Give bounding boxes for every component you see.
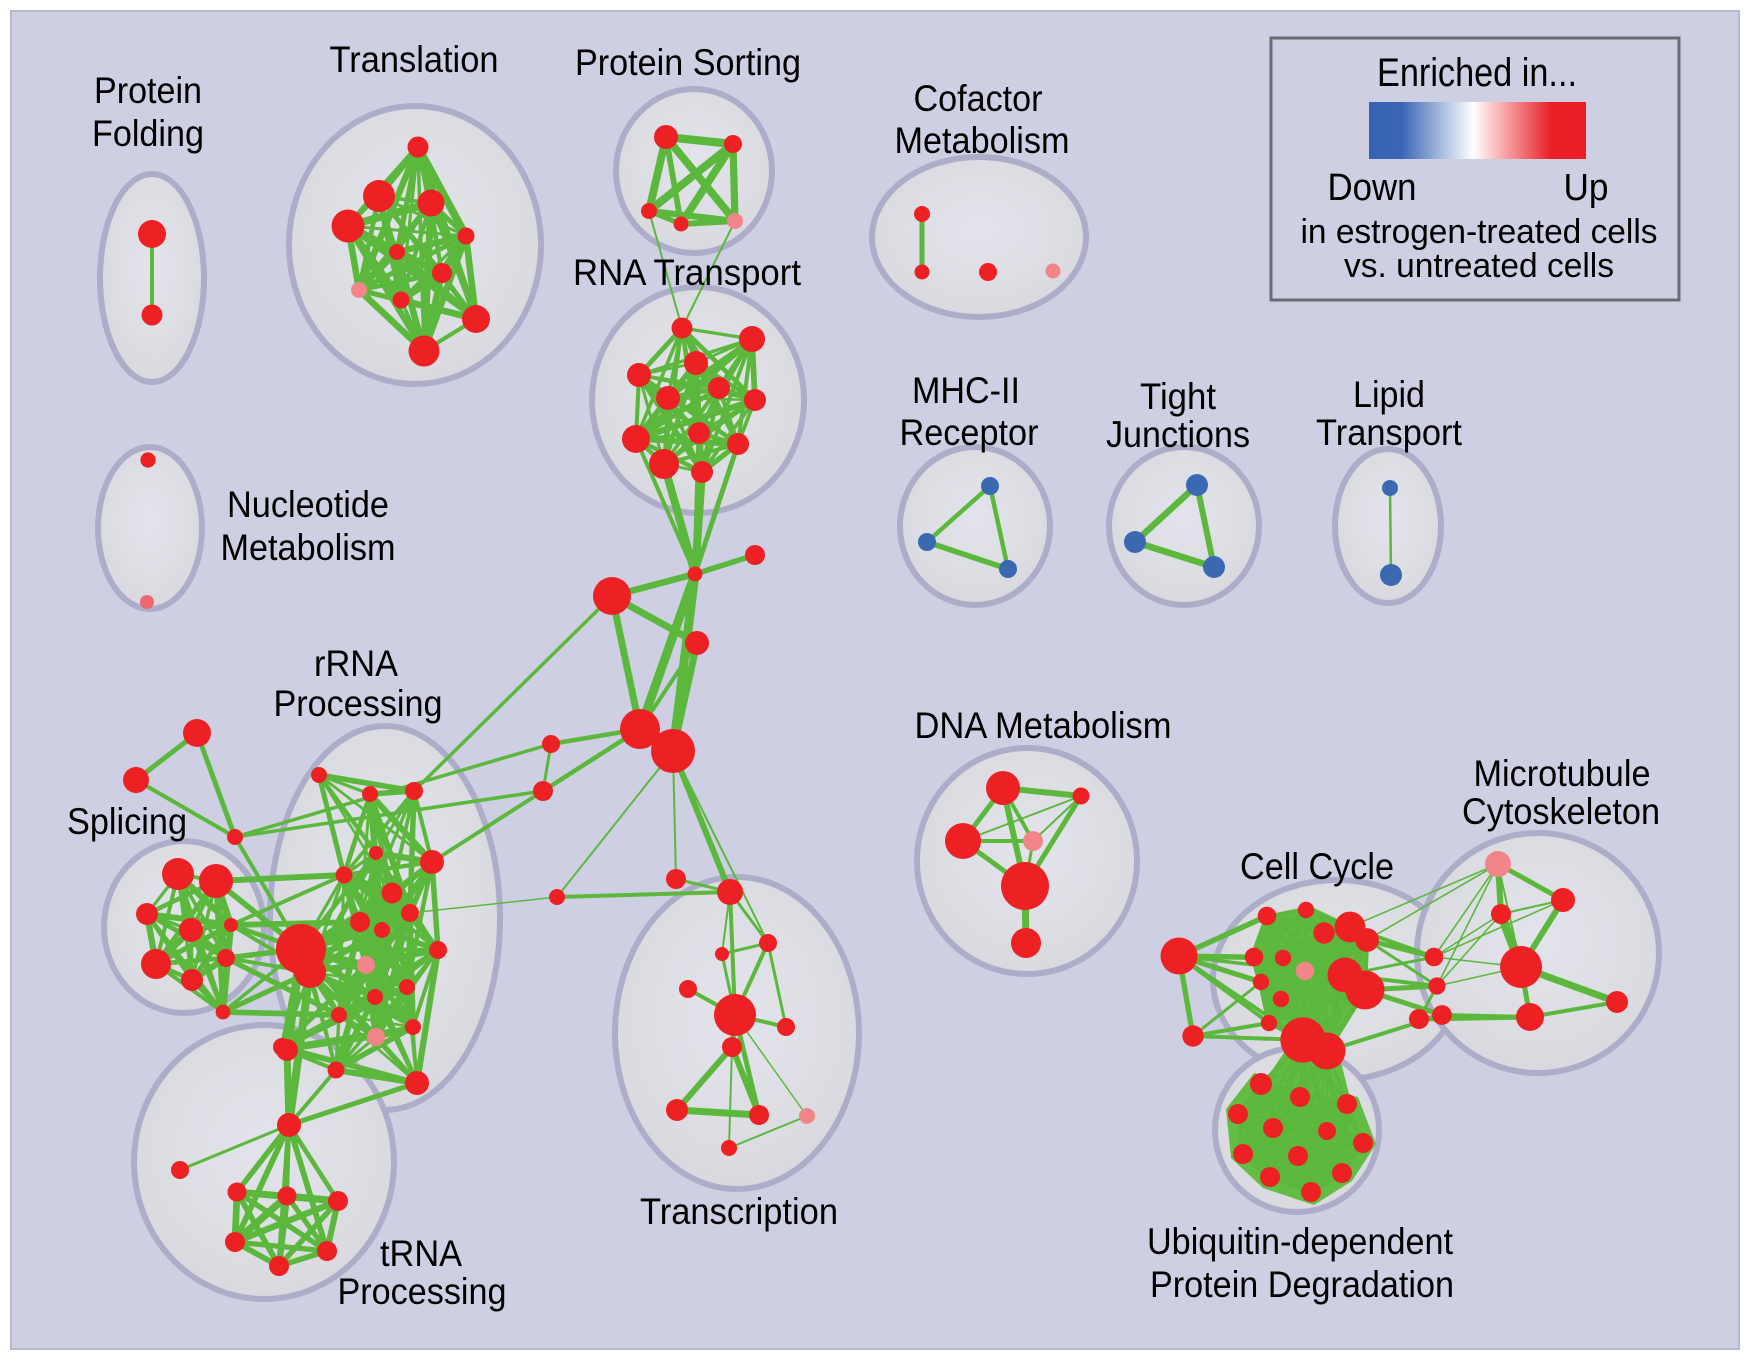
- svg-text:Protein: Protein: [94, 70, 202, 111]
- svg-text:DNA Metabolism: DNA Metabolism: [915, 705, 1172, 746]
- svg-text:Up: Up: [1564, 167, 1609, 209]
- svg-text:Transcription: Transcription: [640, 1191, 838, 1232]
- svg-text:Cytoskeleton: Cytoskeleton: [1462, 791, 1660, 832]
- svg-text:Processing: Processing: [274, 683, 443, 724]
- svg-text:Cell Cycle: Cell Cycle: [1240, 846, 1394, 887]
- svg-text:MHC-II: MHC-II: [912, 370, 1020, 411]
- svg-text:Metabolism: Metabolism: [221, 527, 396, 568]
- svg-text:vs. untreated cells: vs. untreated cells: [1344, 247, 1614, 285]
- svg-text:Protein Sorting: Protein Sorting: [575, 42, 801, 83]
- svg-text:Metabolism: Metabolism: [895, 120, 1070, 161]
- svg-text:Splicing: Splicing: [67, 801, 187, 842]
- svg-text:Microtubule: Microtubule: [1474, 753, 1651, 794]
- svg-text:Translation: Translation: [330, 39, 499, 80]
- svg-text:Tight: Tight: [1140, 376, 1217, 417]
- svg-text:rRNA: rRNA: [314, 643, 398, 684]
- svg-text:Processing: Processing: [338, 1271, 507, 1312]
- svg-text:Junctions: Junctions: [1106, 414, 1250, 455]
- svg-text:Transport: Transport: [1316, 412, 1463, 453]
- svg-text:Cofactor: Cofactor: [914, 78, 1043, 119]
- svg-text:RNA Transport: RNA Transport: [573, 252, 802, 293]
- svg-text:tRNA: tRNA: [380, 1233, 462, 1274]
- svg-text:in estrogen-treated cells: in estrogen-treated cells: [1301, 213, 1658, 251]
- svg-text:Protein Degradation: Protein Degradation: [1150, 1264, 1454, 1305]
- svg-text:Receptor: Receptor: [900, 412, 1039, 453]
- svg-text:Enriched in...: Enriched in...: [1377, 51, 1577, 95]
- svg-text:Ubiquitin-dependent: Ubiquitin-dependent: [1147, 1221, 1454, 1262]
- svg-text:Nucleotide: Nucleotide: [227, 484, 389, 525]
- svg-text:Folding: Folding: [92, 113, 204, 154]
- svg-text:Down: Down: [1328, 167, 1417, 209]
- svg-text:Lipid: Lipid: [1353, 374, 1425, 415]
